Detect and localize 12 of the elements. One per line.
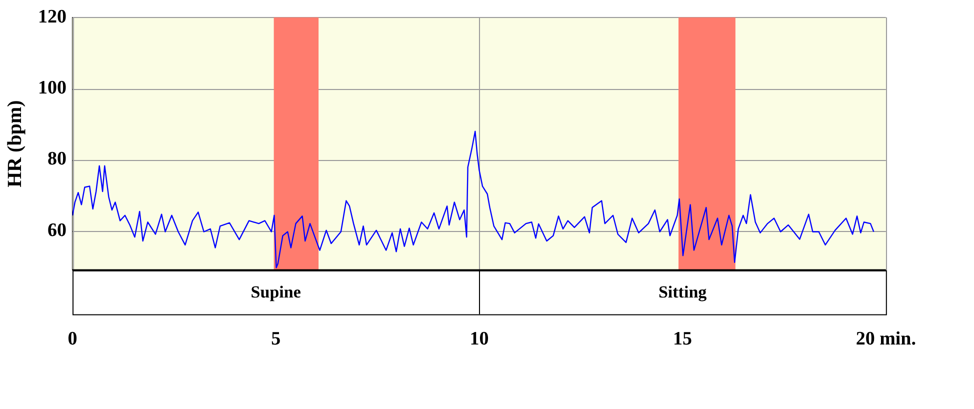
x-tick-label: 20 min.: [856, 328, 916, 350]
y-axis-title: HR (bpm): [4, 100, 26, 188]
y-tick-label: 80: [48, 148, 66, 170]
y-tick-label: 60: [48, 220, 66, 241]
x-tick-label: 15: [673, 328, 692, 350]
x-tick-label: 5: [271, 328, 281, 350]
text: Supine: [250, 282, 302, 302]
x-tick-label: 0: [68, 328, 78, 350]
y-tick-label: 120: [38, 6, 66, 28]
text: Sitting: [658, 282, 708, 302]
x-tick-label: 10: [470, 328, 489, 350]
y-tick-label: 100: [38, 78, 66, 99]
